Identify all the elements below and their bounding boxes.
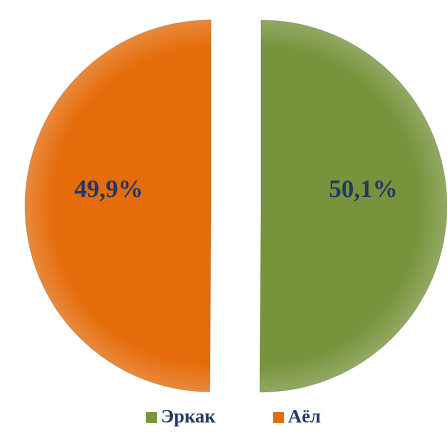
- legend-label: Эркак: [161, 406, 216, 427]
- legend-swatch: [273, 412, 284, 423]
- legend-label: Аёл: [288, 406, 321, 427]
- legend-swatch: [146, 412, 157, 423]
- pie-slice: [259, 19, 447, 393]
- data-label: 50,1%: [329, 176, 398, 203]
- data-label: 49,9%: [74, 176, 143, 203]
- pie-slice: [24, 19, 212, 393]
